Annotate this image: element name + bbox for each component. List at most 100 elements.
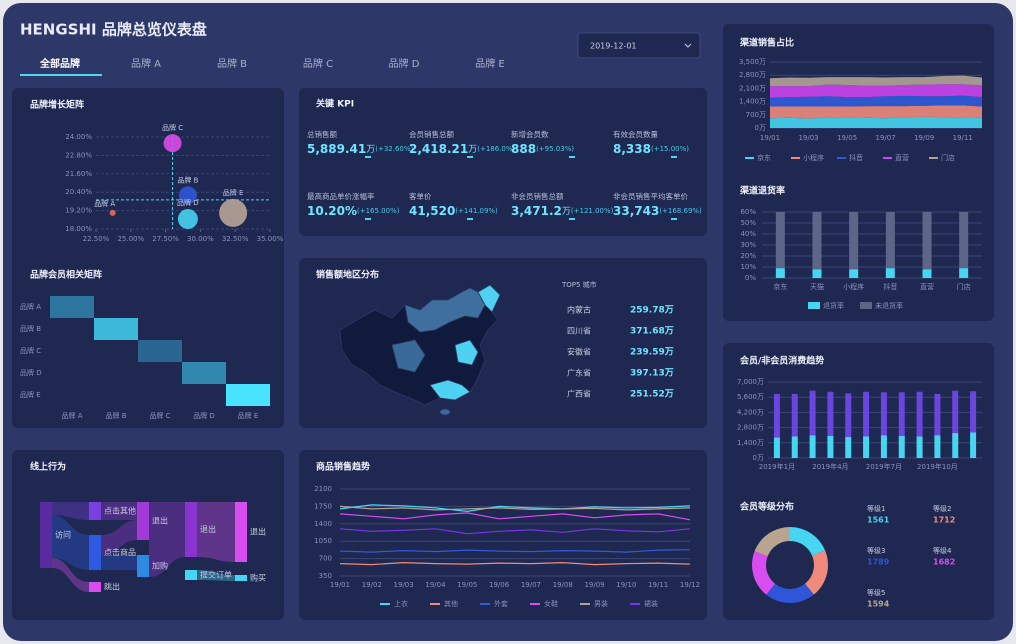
tab[interactable]: 品牌 D (389, 57, 420, 70)
legend-label: 等级5 (867, 588, 885, 597)
y-tick-label: 700 (319, 555, 332, 563)
legend-label: 其他 (444, 599, 458, 608)
panel (299, 450, 707, 620)
kpi-value: 5,889.41 (307, 142, 366, 156)
tab[interactable]: 全部品牌 (39, 57, 80, 70)
kpi-value: 3,471.2 (511, 204, 562, 218)
kpi-figure: 41,520(+141.09%) (409, 204, 498, 218)
heat-cell (94, 318, 138, 340)
heat-cell (182, 362, 226, 384)
bar (880, 435, 887, 458)
bar (885, 268, 895, 278)
x-tick-label: 25.00% (117, 235, 144, 243)
kpi-change: (+95.03%) (536, 145, 574, 153)
date-picker[interactable] (577, 32, 701, 59)
sankey-node (40, 502, 52, 568)
panel-title: 关键 KPI (316, 98, 354, 110)
x-tick-label: 19/05 (457, 581, 477, 589)
bubble (163, 134, 182, 153)
kpi-figure: 33,743(+168.69%) (613, 204, 702, 218)
tab[interactable]: 品牌 A (131, 57, 161, 70)
bar (849, 269, 859, 278)
map-region (454, 339, 479, 366)
chevron (684, 43, 692, 48)
legend-label: 退货率 (823, 301, 844, 310)
node-label: 加购 (152, 561, 168, 571)
y-tick-label: 2,800万 (737, 424, 764, 432)
kpi-figure: 2,418.21万(+186.0%) (409, 142, 516, 156)
panel (299, 88, 707, 236)
bar (934, 435, 941, 458)
kpi-change: (+165.00%) (357, 207, 400, 215)
legend-value: 1682 (933, 558, 955, 567)
col-label: 品牌 B (105, 411, 126, 420)
legend-label: 未退货率 (875, 301, 903, 310)
x-tick-label: 门店 (957, 282, 971, 291)
y-tick-label: 2100 (314, 485, 332, 493)
chart-title: 会员/非会员消费趋势 (740, 355, 824, 367)
bubble-label: 品牌 C (162, 123, 183, 132)
kpi-unit: 万 (468, 145, 477, 155)
node-label: 点击其他 (104, 506, 136, 516)
x-tick-label: 19/01 (760, 134, 780, 142)
kpi-figure: 888(+95.03%) (511, 142, 574, 156)
y-tick-label: 1,400万 (737, 439, 764, 447)
active-tab-underline (20, 74, 102, 76)
y-tick-label: 24.00% (65, 133, 92, 141)
sankey-node (137, 502, 149, 540)
chart-title: 渠道退货率 (739, 185, 785, 197)
sankey-links (52, 502, 235, 592)
flow (149, 502, 185, 577)
legend-label: 等级1 (867, 504, 885, 513)
donut-slice (805, 550, 828, 595)
x-tick-label: 19/01 (330, 581, 350, 589)
y-tick-label: 22.80% (65, 151, 92, 159)
city-name: 安徽省 (567, 347, 591, 357)
bar (812, 269, 822, 278)
bubble-label: 品牌 B (177, 175, 198, 184)
legend-label: 外套 (494, 599, 508, 608)
tab[interactable]: 品牌 E (475, 57, 505, 70)
x-tick-label: 19/11 (648, 581, 668, 589)
legend-label: 京东 (757, 153, 771, 162)
area-series (770, 95, 982, 107)
tab[interactable]: 品牌 C (303, 57, 333, 70)
x-tick-label: 天猫 (810, 282, 824, 291)
node-label: 退出 (250, 527, 266, 537)
legend-swatch (860, 302, 872, 309)
area-series (770, 105, 982, 119)
sankey-node (185, 502, 197, 557)
col-label: 品牌 E (238, 411, 259, 420)
x-tick-label: 32.50% (222, 235, 249, 243)
map-region (429, 379, 471, 401)
tab[interactable]: 品牌 B (217, 57, 247, 70)
flow (52, 515, 89, 570)
sankey-node (185, 570, 197, 580)
kpi-label: 最高商品单价涨幅率 (307, 191, 375, 201)
city-name: 内蒙古 (567, 305, 591, 315)
kpi-change: (+141.09%) (455, 207, 498, 215)
city-value: 239.59万 (630, 347, 674, 358)
legend-label: 门店 (941, 153, 955, 162)
legend-label: 裙装 (644, 599, 658, 608)
bar (827, 391, 834, 436)
kpi-spark (569, 218, 575, 220)
y-tick-label: 0万 (755, 124, 766, 132)
bar (952, 433, 959, 458)
kpi-label: 会员销售总额 (409, 129, 454, 139)
heat-cell (226, 384, 270, 406)
bubble (109, 209, 116, 216)
bar (880, 392, 887, 436)
x-tick-label: 19/12 (680, 581, 700, 589)
city-value: 259.78万 (630, 305, 674, 316)
line-series (339, 528, 691, 535)
y-tick-label: 2,800万 (739, 71, 766, 79)
kpi-label: 新增会员数 (511, 129, 549, 139)
row-label: 品牌 D (20, 368, 42, 377)
bar (959, 212, 969, 269)
x-tick-label: 2019年7月 (866, 462, 902, 471)
legend-label: 女鞋 (544, 599, 558, 608)
x-tick-label: 19/06 (489, 581, 510, 589)
node-label: 购买 (250, 573, 266, 583)
